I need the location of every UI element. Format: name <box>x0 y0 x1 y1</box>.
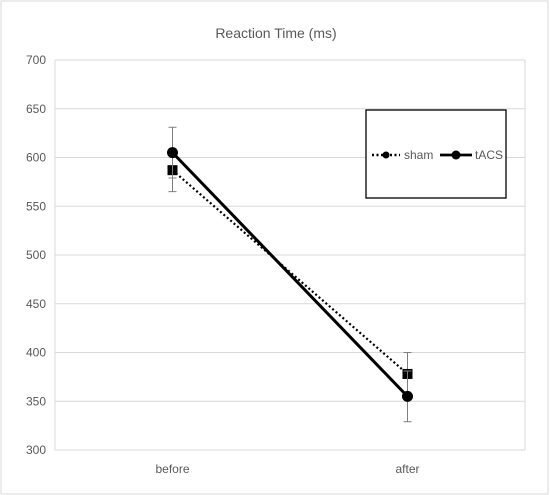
legend-sham-label: sham <box>404 148 433 162</box>
y-tick-label: 500 <box>26 248 46 262</box>
y-tick-label: 650 <box>26 102 46 116</box>
x-tick-label: before <box>155 462 189 476</box>
data-point <box>402 390 413 402</box>
y-tick-label: 300 <box>26 443 46 457</box>
legend-sham-marker <box>382 151 390 159</box>
y-tick-label: 550 <box>26 199 46 213</box>
y-tick-label: 600 <box>26 151 46 165</box>
y-tick-label: 700 <box>26 53 46 67</box>
y-tick-label: 400 <box>26 346 46 360</box>
x-tick-label: after <box>395 462 419 476</box>
series-line <box>171 151 409 398</box>
legend-tacs-label: tACS <box>475 148 503 162</box>
y-tick-label: 450 <box>26 297 46 311</box>
chart-title: Reaction Time (ms) <box>215 25 336 41</box>
gridlines <box>54 59 526 451</box>
data-point <box>167 147 178 159</box>
legend: sham tACS <box>365 109 507 199</box>
series-layer <box>167 126 413 423</box>
x-axis-ticks: before after <box>155 462 419 476</box>
y-tick-label: 350 <box>26 394 46 408</box>
y-axis-ticks: 300 350 400 450 500 550 600 650 700 <box>26 53 46 457</box>
legend-tacs-marker <box>451 150 461 160</box>
series-tacs <box>167 126 413 423</box>
